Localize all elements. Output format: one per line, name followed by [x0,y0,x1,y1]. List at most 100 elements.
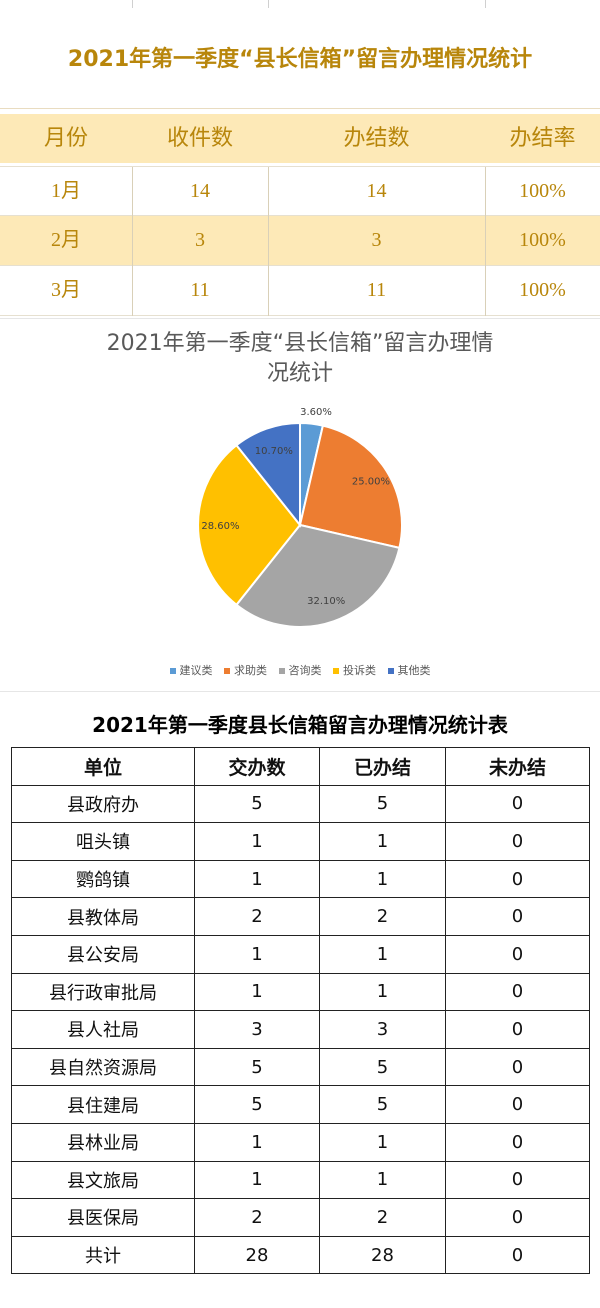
header-completed: 办结数 [343,126,410,151]
cell-assigned: 2 [194,897,320,936]
pie-chart: 3.60% 25.00% 32.10% 28.60% 10.70% [197,407,403,628]
cell-pending: 0 [445,822,590,861]
header-rate: 办结率 [509,126,576,151]
detail-table-header: 单位 交办数 已办结 未办结 [11,747,590,786]
header-month: 月份 [43,126,88,151]
cell-unit: 鹦鸽镇 [11,859,195,899]
data-label: 25.00% [352,477,390,488]
cell-unit: 县医保局 [11,1198,195,1237]
cell-unit: 县住建局 [11,1085,195,1124]
cell-received: 11 [190,279,210,301]
legend-item: 咨询类 [278,662,322,678]
cell-done: 1 [319,822,446,861]
cell-done: 1 [319,1122,446,1162]
summary-table-title: 2021年第一季度“县长信箱”留言办理情况统计 [67,47,533,72]
cell-completed: 3 [371,229,382,251]
cell-assigned: 2 [194,1198,320,1237]
cell-unit: 县自然资源局 [11,1047,195,1087]
detail-table-section: 2021年第一季度县长信箱留言办理情况统计表 单位 交办数 已办结 未办结 县政… [0,705,600,1308]
table-row: 鹦鸽镇 1 1 0 [11,859,590,899]
cell-assigned: 1 [194,1122,320,1162]
data-label: 3.60% [300,407,332,418]
legend-label: 其他类 [397,664,431,677]
cell-assigned: 28 [194,1235,320,1275]
table-row: 咀头镇 1 1 0 [11,822,590,861]
cell-done: 28 [319,1235,446,1275]
cell-month: 1月 [51,180,81,202]
cell-done: 5 [319,784,446,824]
table-row: 3月 11 11 100% [0,266,600,315]
cell-pending: 0 [445,1010,590,1049]
cell-unit: 县行政审批局 [11,972,195,1012]
header-pending: 未办结 [445,747,590,786]
cell-assigned: 3 [194,1010,320,1049]
data-label: 28.60% [201,521,239,532]
header-received: 收件数 [166,126,233,151]
pie-chart-section: 2021年第一季度“县长信箱”留言办理情 况统计 3.60% 25.00% 32.1… [0,318,600,692]
table-row: 县文旅局 1 1 0 [11,1160,590,1200]
legend-label: 求助类 [234,664,267,677]
cell-pending: 0 [445,1160,590,1200]
data-label: 10.70% [255,446,293,457]
table-row: 县政府办 5 5 0 [11,784,590,824]
table-row: 县公安局 1 1 0 [11,934,590,974]
chart-title-line1: 2021年第一季度“县长信箱”留言办理情 [106,331,494,356]
cell-assigned: 5 [194,784,320,824]
cell-pending: 0 [445,1085,590,1124]
cell-assigned: 1 [194,822,320,861]
cell-done: 1 [319,934,446,974]
cell-received: 3 [195,229,205,251]
table-row: 县医保局 2 2 0 [11,1198,590,1237]
cell-done: 1 [319,1160,446,1200]
pie-slice [197,443,302,607]
cell-month: 3月 [51,279,81,301]
legend-label: 投诉类 [343,664,376,677]
header-unit: 单位 [11,747,195,786]
legend-swatch [278,668,285,674]
cell-unit: 县文旅局 [11,1160,195,1200]
legend-swatch [169,668,176,674]
pie-slice [235,421,301,528]
cell-pending: 0 [445,897,590,936]
legend-item: 投诉类 [333,662,376,678]
table-row: 县教体局 2 2 0 [11,897,590,936]
legend-swatch [333,668,339,674]
cell-done: 5 [319,1085,446,1124]
table-row: 县林业局 1 1 0 [11,1122,590,1162]
header-assigned: 交办数 [194,747,320,786]
table-row: 县行政审批局 1 1 0 [11,972,590,1012]
cell-assigned: 1 [194,934,320,974]
cell-pending: 0 [445,1198,590,1237]
cell-unit: 县政府办 [11,784,195,824]
cell-pending: 0 [445,1235,590,1275]
chart-title-line2: 况统计 [266,361,333,386]
detail-table-title: 2021年第一季度县长信箱留言办理情况统计表 [92,713,508,737]
legend-swatch [224,668,230,674]
cell-assigned: 5 [194,1047,320,1087]
legend-item: 求助类 [224,662,267,678]
cell-rate: 100% [519,180,566,202]
cell-unit: 县教体局 [11,897,195,936]
cell-unit: 县人社局 [11,1010,195,1049]
summary-table-section: 2021年第一季度“县长信箱”留言办理情况统计 月份 收件数 办结数 办结率 1… [0,0,600,316]
cell-completed: 11 [366,279,387,301]
cell-pending: 0 [445,784,590,824]
cell-done: 3 [319,1010,446,1049]
cell-done: 2 [319,897,446,936]
cell-pending: 0 [445,934,590,974]
cell-unit: 县公安局 [11,934,195,974]
cell-done: 1 [319,972,446,1012]
cell-assigned: 1 [194,1160,320,1200]
table-row: 县自然资源局 5 5 0 [11,1047,590,1087]
legend-item: 其他类 [387,662,431,678]
cell-month: 2月 [51,229,81,251]
table-row: 县住建局 5 5 0 [11,1085,590,1124]
summary-table-header: 月份 收件数 办结数 办结率 [0,114,600,163]
header-done: 已办结 [319,747,446,786]
cell-assigned: 1 [194,859,320,899]
table-row: 县人社局 3 3 0 [11,1010,590,1049]
legend-item: 建议类 [169,662,213,678]
cell-pending: 0 [445,1047,590,1087]
legend-label: 咨询类 [288,664,322,677]
table-row: 2月 3 3 100% [0,216,600,265]
